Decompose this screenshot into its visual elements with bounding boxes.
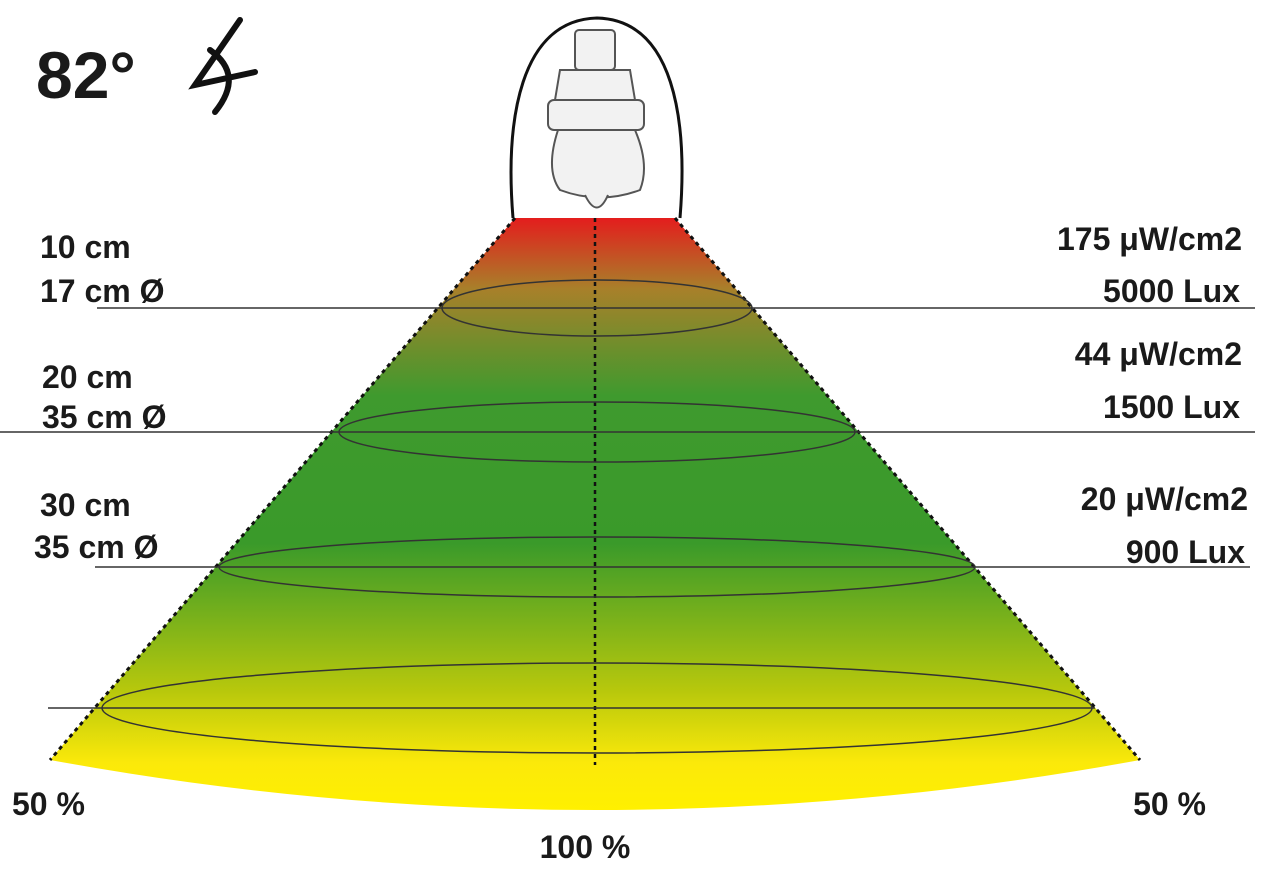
angle-icon xyxy=(188,17,258,115)
levels xyxy=(0,279,1255,754)
lux-label: 900 Lux xyxy=(1126,534,1245,570)
level-ellipse xyxy=(218,536,976,598)
lux-label: 1500 Lux xyxy=(1103,389,1240,425)
edge-label: 50 % xyxy=(12,786,85,822)
distance-label: 30 cm xyxy=(40,487,131,523)
level-ellipse xyxy=(338,401,856,463)
angle-label: 82° xyxy=(36,38,136,112)
diameter-label: 35 cm Ø xyxy=(42,399,167,435)
uv-label: 175 μW/cm2 xyxy=(1057,221,1242,257)
level-ellipse xyxy=(441,279,753,337)
lux-label: 5000 Lux xyxy=(1103,273,1240,309)
uv-label: 44 μW/cm2 xyxy=(1075,336,1242,372)
cone-edge xyxy=(48,217,517,761)
diameter-label: 17 cm Ø xyxy=(40,273,165,309)
center-label: 100 % xyxy=(540,829,631,865)
uv-label: 20 μW/cm2 xyxy=(1081,481,1248,517)
distance-label: 10 cm xyxy=(40,229,131,265)
cone-edge xyxy=(673,217,1142,761)
diameter-label: 35 cm Ø xyxy=(34,529,159,565)
level-ellipse xyxy=(101,662,1093,754)
lamp-dome xyxy=(509,16,684,219)
bulb-icon xyxy=(547,29,645,209)
edge-label: 50 % xyxy=(1133,786,1206,822)
distance-label: 20 cm xyxy=(42,359,133,395)
